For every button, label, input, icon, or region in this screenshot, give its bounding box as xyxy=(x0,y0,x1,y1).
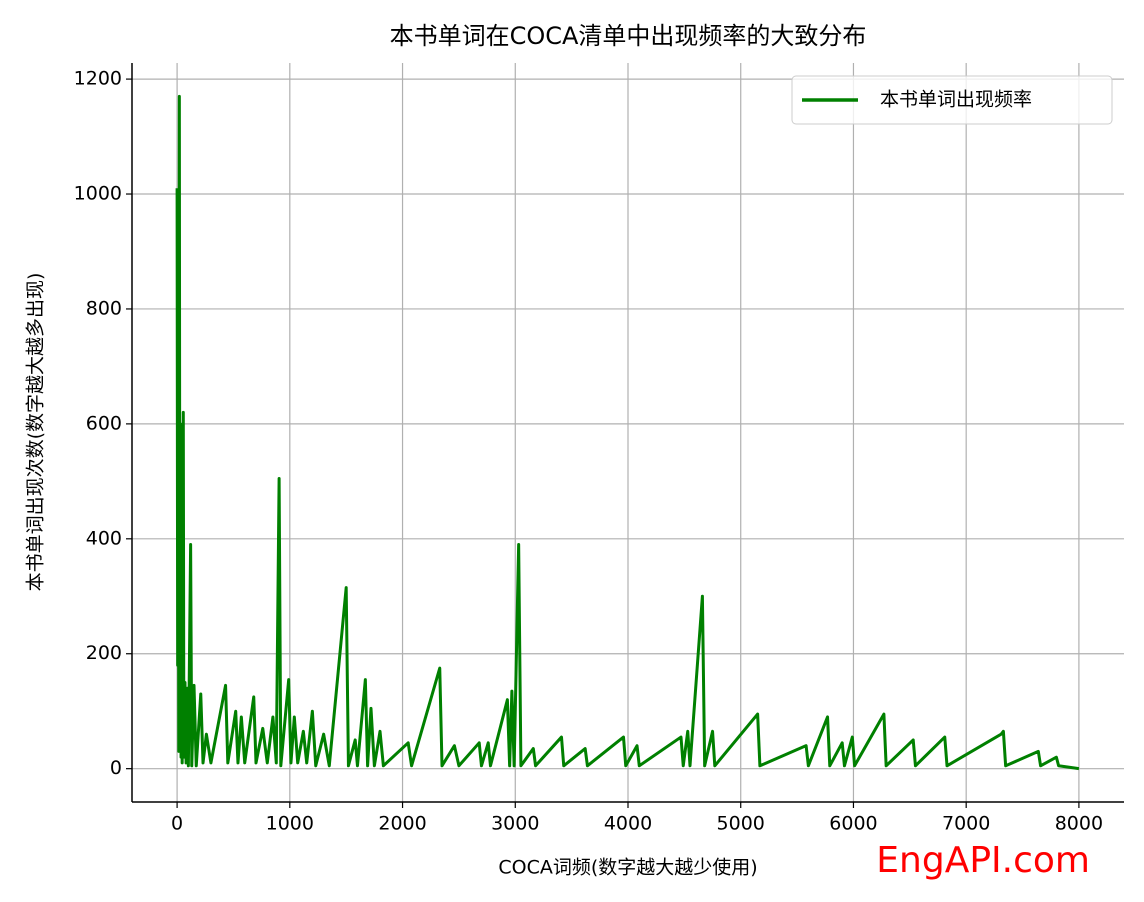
x-tick-label: 2000 xyxy=(378,813,426,835)
y-tick-label: 400 xyxy=(86,527,122,549)
y-tick-label: 0 xyxy=(110,757,122,779)
x-tick-label: 6000 xyxy=(829,813,877,835)
legend-label: 本书单词出现频率 xyxy=(880,89,1032,111)
y-tick-label: 800 xyxy=(86,297,122,319)
line-series xyxy=(175,94,1080,771)
x-axis-label: COCA词频(数字越大越少使用) xyxy=(498,857,757,879)
y-tick-label: 600 xyxy=(86,412,122,434)
y-tick-label: 1000 xyxy=(74,183,122,205)
x-tick-label: 0 xyxy=(171,813,183,835)
x-tick-label: 7000 xyxy=(942,813,990,835)
x-tick-label: 3000 xyxy=(491,813,539,835)
x-tick-label: 1000 xyxy=(266,813,314,835)
legend-box xyxy=(791,75,1113,125)
x-tick-label: 4000 xyxy=(604,813,652,835)
y-axis-label: 本书单词出现次数(数字越大越多出现) xyxy=(25,273,47,592)
x-tick-label: 8000 xyxy=(1055,813,1103,835)
chart-title: 本书单词在COCA清单中出现频率的大致分布 xyxy=(390,22,867,50)
y-tick-label: 1200 xyxy=(74,68,122,90)
watermark: EngAPI.com xyxy=(876,840,1090,881)
y-tick-label: 200 xyxy=(86,642,122,664)
legend: 本书单词出现频率 xyxy=(791,75,1113,125)
x-tick-label: 5000 xyxy=(717,813,765,835)
